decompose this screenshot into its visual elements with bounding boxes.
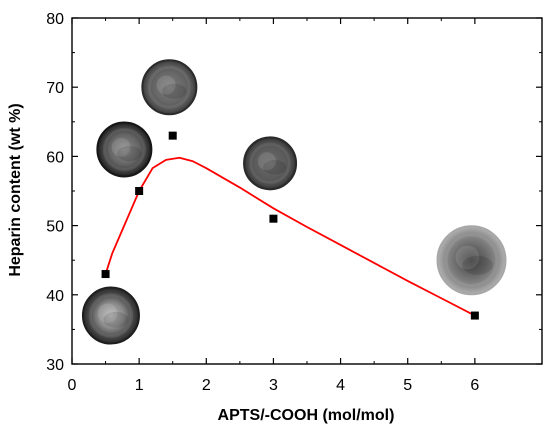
particle-image-2-shadow — [117, 145, 142, 162]
particle-image-2-disk — [96, 121, 153, 178]
particle-image-1-core — [97, 303, 118, 324]
particle-image-1 — [81, 286, 140, 345]
particle-image-4-disk — [243, 136, 298, 191]
x-axis-label: APTS/-COOH (mol/mol) — [218, 407, 395, 424]
particle-image-3-core — [156, 75, 176, 95]
particle-image-4-shadow — [263, 159, 287, 175]
particle-image-5-ring — [444, 233, 499, 287]
particle-image-1-shadow — [103, 311, 129, 328]
x-tick-label-3: 3 — [269, 377, 278, 394]
y-tick-label-2: 50 — [46, 219, 64, 236]
x-tick-label-1: 1 — [135, 377, 144, 394]
data-point-0 — [101, 270, 110, 279]
particle-image-5-shadow — [462, 255, 493, 275]
particle-image-3 — [141, 59, 198, 116]
data-point-1 — [135, 187, 144, 195]
y-tick-label-1: 40 — [46, 288, 64, 305]
data-point-3 — [269, 214, 278, 223]
x-tick-label-2: 2 — [202, 377, 211, 394]
particle-image-4 — [243, 136, 298, 191]
particle-image-2-ring — [102, 128, 146, 171]
particle-image-3-shadow — [162, 83, 187, 99]
y-tick-label-3: 60 — [46, 149, 64, 166]
x-tick-label-0: 0 — [68, 377, 77, 394]
data-point-4 — [470, 311, 479, 320]
particle-image-5-disk — [436, 225, 507, 296]
y-tick-label-4: 70 — [46, 80, 64, 97]
particle-image-5-core — [455, 245, 480, 270]
particle-image-4-ring — [249, 142, 291, 185]
data-point-2 — [168, 131, 177, 140]
particle-image-3-ring — [147, 65, 191, 109]
y-tick-label-5: 80 — [46, 11, 64, 28]
particle-image-2-core — [111, 137, 131, 157]
x-tick-label-4: 4 — [336, 377, 345, 394]
fit-curve — [104, 156, 476, 317]
particle-image-1-ring — [88, 293, 134, 338]
x-tick-label-6: 6 — [470, 377, 479, 394]
particle-image-5 — [436, 225, 507, 296]
y-axis-label: Heparin content (wt %) — [7, 103, 24, 276]
y-tick-label-0: 30 — [46, 357, 64, 374]
particle-image-1-disk — [81, 286, 140, 345]
particle-image-4-core — [257, 152, 277, 171]
particle-image-3-disk — [141, 59, 198, 116]
x-tick-label-5: 5 — [403, 377, 412, 394]
particle-image-2 — [96, 121, 153, 178]
